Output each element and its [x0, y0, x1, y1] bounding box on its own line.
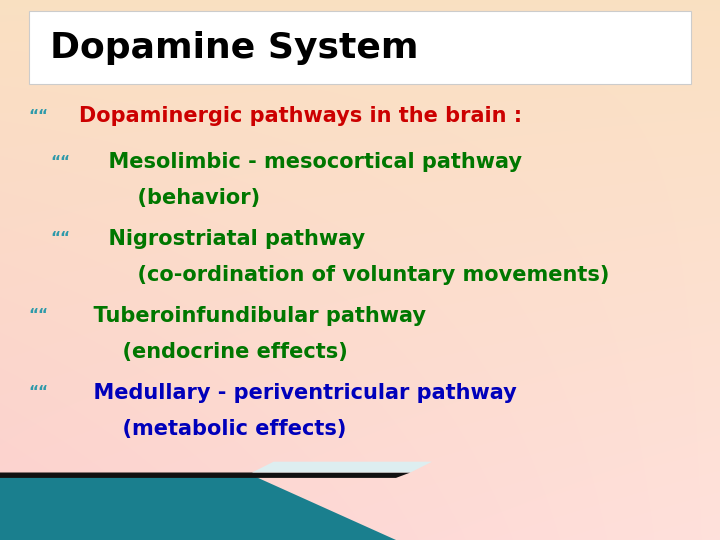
Text: ““: ““ — [29, 109, 49, 124]
Text: Mesolimbic - mesocortical pathway: Mesolimbic - mesocortical pathway — [94, 152, 521, 172]
Polygon shape — [252, 462, 432, 472]
Polygon shape — [0, 472, 410, 478]
FancyBboxPatch shape — [29, 11, 691, 84]
Text: ““: ““ — [29, 385, 49, 400]
Text: (behavior): (behavior) — [94, 188, 260, 208]
Text: ““: ““ — [29, 308, 49, 323]
Text: Medullary - periventricular pathway: Medullary - periventricular pathway — [79, 382, 517, 403]
Text: Dopaminergic pathways in the brain :: Dopaminergic pathways in the brain : — [79, 106, 522, 126]
Text: (co-ordination of voluntary movements): (co-ordination of voluntary movements) — [94, 265, 609, 286]
Text: Dopamine System: Dopamine System — [50, 31, 419, 64]
Text: (metabolic effects): (metabolic effects) — [79, 419, 346, 440]
Text: ““: ““ — [50, 154, 71, 170]
Text: Nigrostriatal pathway: Nigrostriatal pathway — [94, 228, 365, 249]
Text: (endocrine effects): (endocrine effects) — [79, 342, 348, 362]
Text: Tuberoinfundibular pathway: Tuberoinfundibular pathway — [79, 306, 426, 326]
Polygon shape — [0, 475, 396, 540]
Text: ““: ““ — [50, 231, 71, 246]
